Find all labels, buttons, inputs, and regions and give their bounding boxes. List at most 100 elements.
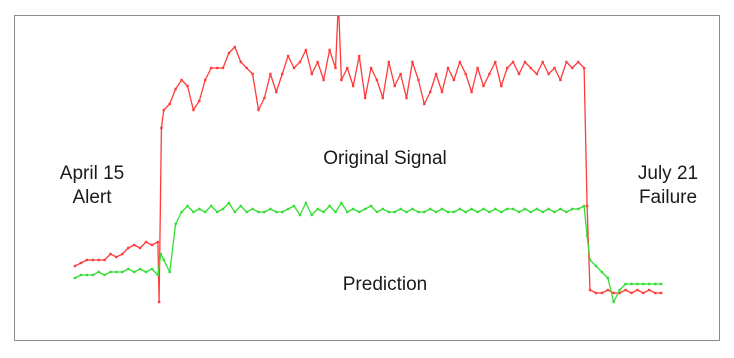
data-point (138, 267, 142, 271)
data-point (612, 291, 615, 295)
data-point (103, 258, 106, 262)
data-point (150, 243, 154, 247)
data-point (334, 66, 337, 70)
data-point (440, 207, 444, 211)
data-point (363, 96, 367, 100)
data-point (316, 60, 319, 64)
data-point (352, 84, 355, 88)
data-point (553, 210, 556, 214)
data-point (488, 72, 491, 76)
data-point (606, 288, 609, 292)
data-point (446, 66, 450, 70)
data-point (624, 282, 627, 286)
data-point (659, 282, 663, 286)
data-point (399, 207, 402, 211)
data-point (585, 204, 589, 208)
data-point (547, 72, 550, 76)
data-point (506, 207, 509, 211)
data-point (470, 207, 473, 211)
data-point (494, 60, 497, 64)
data-point (488, 210, 491, 214)
data-point (144, 270, 148, 274)
data-point (517, 210, 521, 214)
data-point (482, 207, 485, 211)
data-point (346, 66, 349, 70)
data-point (162, 108, 165, 112)
data-point (180, 78, 183, 82)
data-point (227, 51, 231, 55)
data-point (624, 288, 627, 292)
data-point (417, 78, 420, 82)
data-point (582, 66, 586, 70)
data-point (239, 60, 242, 64)
data-point (423, 210, 426, 214)
data-point (115, 270, 118, 274)
data-point (529, 210, 532, 214)
data-point (304, 201, 308, 205)
data-point (328, 204, 331, 208)
data-point (198, 207, 201, 211)
data-point (121, 270, 124, 274)
data-point (541, 60, 544, 64)
data-point (150, 267, 154, 271)
data-point (138, 246, 142, 250)
data-point (452, 210, 456, 214)
data-point (642, 282, 645, 286)
data-point (434, 210, 438, 214)
data-point (500, 84, 503, 88)
data-point (405, 96, 408, 100)
prediction-label: Prediction (342, 274, 428, 295)
data-point (577, 60, 580, 64)
data-point (115, 255, 118, 259)
data-point (588, 288, 592, 292)
data-point (91, 273, 94, 277)
data-point (375, 210, 379, 214)
data-point (517, 72, 521, 76)
data-point (192, 210, 195, 214)
data-point (535, 207, 538, 211)
data-point (494, 207, 497, 211)
data-point (446, 210, 450, 214)
data-point (352, 207, 355, 211)
data-point (429, 90, 432, 94)
data-point (91, 258, 94, 262)
data-point (328, 48, 331, 52)
data-point (429, 207, 432, 211)
data-point (245, 210, 248, 214)
data-point (127, 267, 130, 271)
data-point (417, 210, 420, 214)
data-point (79, 261, 83, 265)
data-point (577, 207, 580, 211)
data-point (257, 108, 260, 112)
data-point (642, 291, 645, 295)
data-point (571, 207, 574, 211)
alert-annotation: April 15 Alert (37, 162, 147, 210)
data-point (73, 264, 77, 268)
data-point (133, 270, 136, 274)
data-point (156, 240, 160, 244)
data-point (133, 243, 136, 247)
data-point (174, 87, 177, 91)
data-point (511, 207, 515, 211)
data-point (334, 210, 337, 214)
data-point (174, 222, 177, 226)
data-point (210, 204, 213, 208)
alert-label: Alert (72, 187, 112, 208)
data-point (559, 78, 562, 82)
data-point (215, 210, 219, 214)
data-point (369, 66, 373, 70)
data-point (470, 90, 473, 94)
data-point (210, 66, 213, 70)
data-point (405, 210, 408, 214)
data-point (612, 300, 615, 304)
data-point (411, 207, 414, 211)
data-point (511, 60, 515, 64)
data-point (585, 234, 589, 238)
data-point (636, 288, 639, 292)
data-point (654, 291, 657, 295)
data-point (363, 207, 367, 211)
data-point (275, 90, 278, 94)
data-point (594, 291, 598, 295)
data-point (381, 96, 384, 100)
data-point (618, 288, 621, 292)
